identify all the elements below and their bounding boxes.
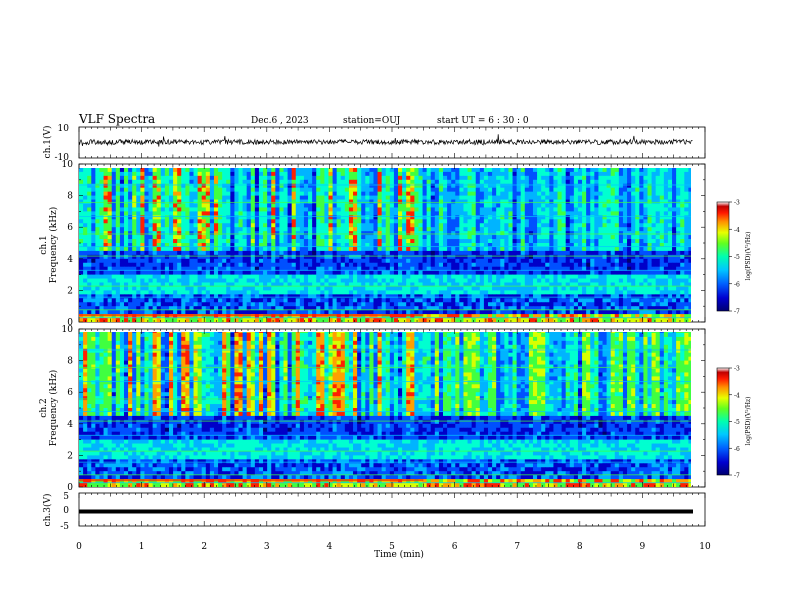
waveform-ch3-trace [79, 509, 693, 514]
ytick-label: 2 [67, 286, 73, 296]
colorbar-tick-label: -7 [734, 473, 740, 480]
spectrogram-ch2-image [79, 332, 691, 487]
xtick-label: 6 [452, 542, 458, 552]
spectrogram-ch2-ylabel-frequency: Frequency (kHz) [48, 370, 59, 447]
ytick-label: 0 [67, 483, 73, 493]
ytick-label: 6 [67, 223, 73, 233]
ytick-label: 4 [67, 420, 73, 430]
colorbar-tick-label: -5 [734, 254, 740, 261]
colorbar-ch1 [716, 201, 730, 312]
ytick-label: 2 [67, 451, 73, 461]
ch3-ytick-top: 5 [63, 492, 69, 502]
axis-ticks [78, 127, 706, 526]
colorbar-tick-label: -5 [734, 419, 740, 426]
colorbar-ch2-label: log(PSD)(V²/Hz) [745, 397, 752, 446]
spectrogram-ch2-ytick-labels: 0 2 4 6 8 10 [62, 325, 74, 493]
x-axis-label: Time (min) [374, 549, 424, 560]
xtick-label: 5 [389, 542, 395, 552]
xtick-label: 7 [514, 542, 520, 552]
figure-title: VLF Spectra [78, 112, 155, 126]
xtick-label: 8 [577, 542, 583, 552]
colorbar-tick-labels: -3 -4 -5 -6 -7 -3 -4 -5 -6 -7 [729, 200, 740, 480]
xtick-label: 3 [264, 542, 270, 552]
colorbar-tick-label: -4 [734, 392, 740, 399]
date-label: Dec.6 , 2023 [251, 116, 309, 126]
ytick-label: 10 [62, 325, 74, 335]
spectrogram-ch1-ylabel-channel: ch.1 [39, 235, 49, 254]
ch3-ytick-mid: 0 [63, 506, 69, 516]
xtick-label: 10 [699, 542, 711, 552]
colorbar-ch2 [716, 367, 730, 476]
ytick-label: 10 [62, 160, 74, 170]
waveform-ch3-ylabel: ch.3(V) [42, 494, 53, 527]
xtick-label: 4 [327, 542, 333, 552]
colorbar-tick-label: -3 [734, 200, 740, 207]
colorbar-tick-label: -6 [734, 446, 740, 453]
xtick-label: 0 [76, 542, 82, 552]
colorbar-tick-label: -3 [734, 366, 740, 373]
ytick-label: 8 [67, 192, 73, 202]
x-tick-labels: 0 1 2 3 4 5 6 7 8 9 10 [76, 542, 711, 552]
waveform-ch1-ylabel: ch.1(V) [42, 126, 53, 159]
ytick-label: 4 [67, 255, 73, 265]
start-ut-label: start UT = 6 : 30 : 0 [437, 116, 529, 126]
waveform-ch1-trace [78, 134, 693, 147]
spectrogram-ch1-ytick-labels: 0 2 4 6 8 10 [62, 160, 74, 328]
ch1-ytick-bottom: -10 [55, 153, 70, 163]
spectrogram-ch1-ylabel-frequency: Frequency (kHz) [48, 207, 59, 284]
ch1-ytick-top: 10 [58, 124, 70, 134]
xtick-label: 9 [640, 542, 646, 552]
colorbar-tick-label: -6 [734, 281, 740, 288]
spectrogram-ch2-ylabel-channel: ch.2 [39, 398, 49, 417]
station-label: station=OUJ [343, 116, 401, 126]
colorbar-tick-label: -4 [734, 227, 740, 234]
ytick-label: 8 [67, 357, 73, 367]
xtick-label: 2 [201, 542, 207, 552]
spectrogram-ch1-image [79, 168, 691, 322]
ytick-label: 6 [67, 388, 73, 398]
colorbar-ch1-label: log(PSD)(V²/Hz) [745, 232, 752, 281]
ytick-label: 0 [67, 318, 73, 328]
xtick-label: 1 [139, 542, 145, 552]
ch3-ytick-bottom: -5 [60, 522, 69, 532]
colorbar-tick-label: -7 [734, 309, 740, 316]
